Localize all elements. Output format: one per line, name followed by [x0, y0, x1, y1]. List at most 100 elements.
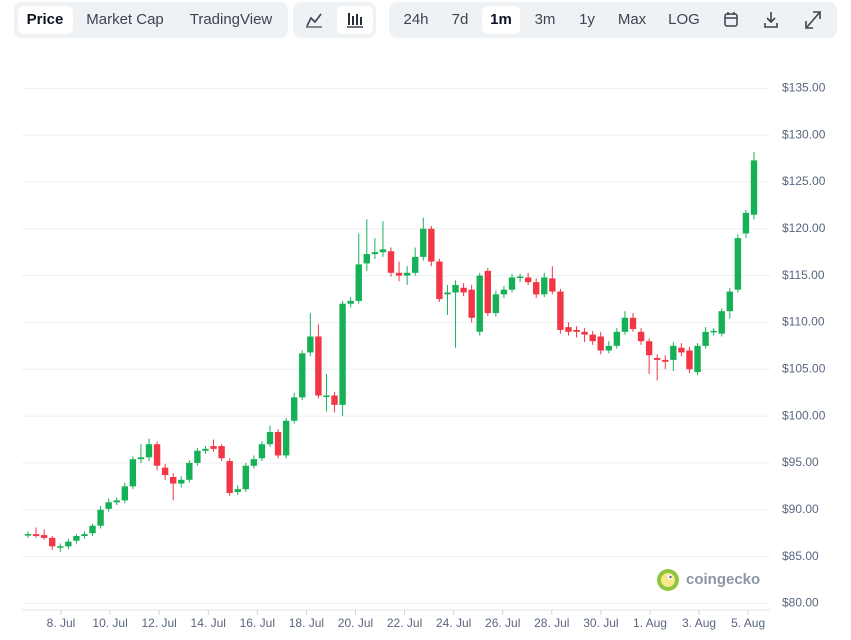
candle-body [49, 537, 56, 547]
candle-body [113, 500, 120, 503]
candle-body [218, 446, 225, 459]
candle-body [637, 331, 645, 342]
x-tick-label: 16. Jul [240, 616, 275, 630]
range-button[interactable]: 1m [490, 11, 512, 28]
y-tick-label: $105.00 [782, 361, 826, 375]
candle-body [339, 303, 346, 405]
tab[interactable]: TradingView [190, 11, 273, 28]
range-button[interactable]: 3m [535, 11, 556, 28]
calendar-icon[interactable] [724, 12, 738, 27]
candle-body [403, 272, 411, 276]
candle-body [670, 345, 677, 360]
range-button[interactable]: LOG [668, 11, 700, 28]
candle-body [597, 336, 604, 351]
x-tick-label: 22. Jul [387, 616, 422, 630]
candle-body [492, 294, 500, 314]
candle-body [145, 444, 153, 458]
candle-body [444, 292, 451, 295]
x-tick-label: 5. Aug [731, 616, 765, 630]
candle-body [307, 336, 314, 353]
candle-body [105, 502, 112, 509]
candle-body [379, 249, 387, 253]
candle-body [194, 450, 201, 463]
candle-body [686, 350, 693, 370]
tab[interactable]: Price [27, 11, 64, 28]
candle-body [436, 261, 443, 300]
candle-body [282, 420, 290, 456]
candle-body [178, 479, 185, 484]
candle-body [186, 462, 193, 480]
range-button[interactable]: 1y [579, 11, 595, 28]
candle-body [347, 300, 354, 304]
tab[interactable]: Market Cap [86, 11, 164, 28]
candle-body [613, 331, 621, 346]
candle-body [129, 459, 137, 487]
candle-body [387, 251, 395, 273]
y-tick-label: $135.00 [782, 80, 826, 94]
x-tick-label: 20. Jul [338, 616, 373, 630]
range-button[interactable]: 24h [403, 11, 428, 28]
candle-body [32, 534, 40, 537]
y-tick-label: $130.00 [782, 127, 826, 141]
y-tick-label: $85.00 [782, 549, 819, 563]
candle-body [24, 534, 32, 536]
x-tick-label: 30. Jul [583, 616, 618, 630]
range-selected [482, 6, 520, 34]
x-tick-label: 26. Jul [485, 616, 520, 630]
candle-body [702, 331, 709, 346]
candle-body [524, 277, 532, 283]
candle-body [89, 525, 96, 534]
candle-body [452, 284, 459, 293]
candle-body [484, 270, 491, 314]
candle-body [549, 278, 556, 292]
candle-body [170, 476, 177, 484]
candle-body [460, 287, 467, 293]
candle-body [65, 541, 72, 547]
candle-body [274, 432, 282, 456]
expand-icon[interactable] [805, 11, 821, 29]
candle-body [363, 254, 370, 264]
candle-body [694, 345, 701, 373]
x-tick-label: 18. Jul [289, 616, 324, 630]
tab-selected [18, 6, 73, 34]
y-tick-label: $95.00 [782, 455, 819, 469]
candle-body [573, 329, 580, 332]
candle-icon[interactable] [347, 13, 363, 28]
x-tick-label: 28. Jul [534, 616, 569, 630]
candle-body [371, 252, 379, 255]
y-tick-label: $110.00 [782, 315, 825, 329]
range-button[interactable]: Max [618, 11, 647, 28]
line-icon[interactable] [306, 13, 322, 28]
x-tick-label: 3. Aug [682, 616, 716, 630]
candle-body [420, 228, 427, 257]
range-button[interactable]: 7d [452, 11, 469, 28]
candle-body [81, 534, 88, 537]
candle-body [533, 282, 540, 295]
candle-body [508, 277, 516, 290]
candle-body [654, 358, 661, 360]
candle-body [323, 395, 330, 398]
candle-body [621, 317, 629, 332]
candle-body [331, 395, 338, 405]
x-tick-label: 8. Jul [47, 616, 76, 630]
x-tick-label: 10. Jul [92, 616, 127, 630]
candle-body [355, 264, 362, 301]
candle-body [299, 353, 306, 398]
candle-body [97, 509, 104, 526]
download-icon[interactable] [764, 12, 778, 28]
candle-body [750, 160, 758, 215]
candle-body [629, 317, 637, 329]
y-tick-label: $115.00 [782, 268, 825, 282]
candle-body [678, 347, 685, 353]
candle-body [734, 238, 742, 290]
y-tick-label: $100.00 [782, 408, 826, 422]
candle-body [742, 212, 750, 234]
candle-body [500, 289, 508, 295]
candle-body [315, 336, 322, 396]
candle-body [645, 341, 653, 356]
candle-body [516, 276, 524, 279]
candle-body [40, 535, 48, 538]
candle-body [137, 457, 145, 460]
candle-body [153, 444, 161, 466]
